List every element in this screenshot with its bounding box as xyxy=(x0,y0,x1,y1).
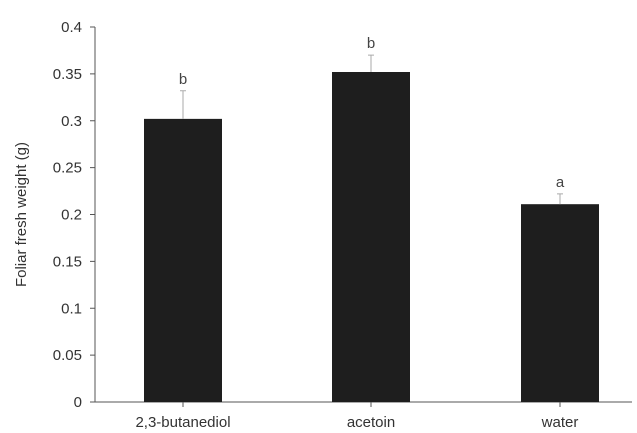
y-tick-label: 0 xyxy=(74,394,82,411)
y-tick-label: 0.2 xyxy=(61,207,82,224)
category-labels: 2,3-butanediol acetoin water xyxy=(135,402,578,431)
y-tick-label: 0.15 xyxy=(53,253,82,270)
y-tick-label: 0.25 xyxy=(53,160,82,177)
x-category-label: water xyxy=(541,414,579,431)
y-tick-label: 0.05 xyxy=(53,347,82,364)
significance-letter: b xyxy=(367,35,375,52)
y-ticks: 0 0.05 0.1 0.15 0.2 0.25 0.3 0.35 0.4 xyxy=(53,19,95,411)
y-axis-title: Foliar fresh weight (g) xyxy=(13,142,30,287)
y-tick-label: 0.4 xyxy=(61,19,82,36)
bar-water xyxy=(521,204,599,402)
bar-acetoin xyxy=(332,72,410,402)
y-tick-label: 0.35 xyxy=(53,66,82,83)
bars: b b a xyxy=(144,35,599,402)
y-tick-label: 0.3 xyxy=(61,113,82,130)
significance-letter: a xyxy=(556,174,565,191)
x-category-label: acetoin xyxy=(347,414,395,431)
bar-2-3-butanediol xyxy=(144,118,222,402)
y-tick-label: 0.1 xyxy=(61,300,82,317)
x-category-label: 2,3-butanediol xyxy=(135,414,230,431)
significance-letter: b xyxy=(179,71,187,88)
